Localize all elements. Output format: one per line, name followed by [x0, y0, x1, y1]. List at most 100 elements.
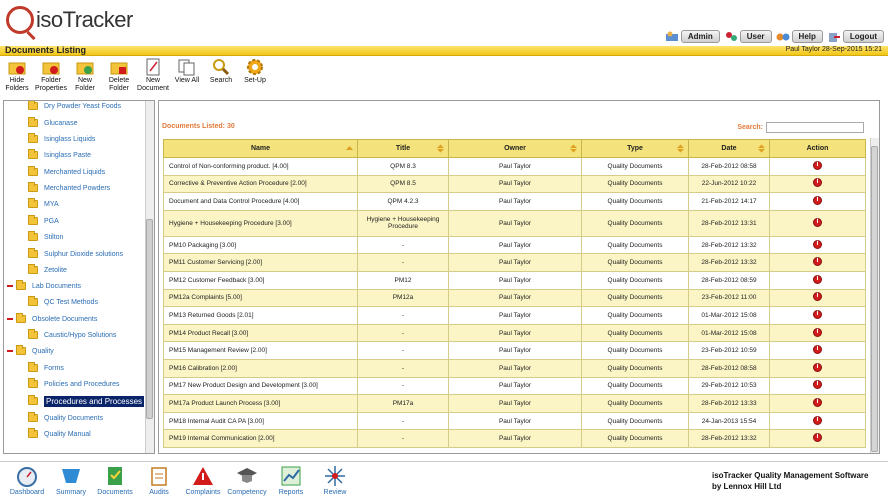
- table-row[interactable]: PM18 Internal Audit CA PA [3.00] - Paul Ta…: [163, 411, 866, 431]
- table-row[interactable]: Hygiene + Housekeeping Procedure [3.00] H…: [163, 209, 866, 237]
- nav-summary[interactable]: Summary: [52, 465, 90, 496]
- tree-item-quality-manual[interactable]: Quality Manual: [28, 427, 91, 441]
- info-action-icon[interactable]: [813, 217, 822, 227]
- logout-button[interactable]: Logout: [827, 30, 884, 43]
- help-button[interactable]: Help: [776, 30, 823, 43]
- table-row[interactable]: PM19 Internal Communication [2.00] - Paul …: [163, 429, 866, 448]
- info-action-icon[interactable]: [813, 257, 822, 267]
- table-row[interactable]: Document and Data Control Procedure [4.0…: [163, 192, 866, 211]
- tree-item-forms[interactable]: Forms: [28, 361, 64, 375]
- table-row[interactable]: PM11 Customer Servicing [2.00] - Paul Tayl…: [163, 253, 866, 272]
- nav-dashboard[interactable]: Dashboard: [8, 465, 46, 496]
- new-folder-button[interactable]: New Folder: [68, 58, 102, 100]
- cell-name[interactable]: PM19 Internal Communication [2.00]: [163, 429, 358, 448]
- cell-name[interactable]: Hygiene + Housekeeping Procedure [3.00]: [163, 209, 358, 237]
- tree-item-procedures-and-processes[interactable]: Procedures and Processes: [28, 394, 145, 408]
- tree-item-pga[interactable]: PGA: [28, 214, 59, 228]
- sidebar-scrollbar[interactable]: [145, 101, 154, 453]
- sidebar-scroll-thumb[interactable]: [146, 219, 153, 419]
- tree-item-stilton[interactable]: Stilton: [28, 230, 63, 244]
- info-action-icon[interactable]: [813, 397, 822, 407]
- cell-name[interactable]: Corrective & Preventive Action Procedure…: [163, 174, 358, 194]
- cell-name[interactable]: PM11 Customer Servicing [2.00]: [163, 253, 358, 272]
- table-row[interactable]: Corrective & Preventive Action Procedure…: [163, 174, 866, 194]
- tree-item-policies-and-procedures[interactable]: Policies and Procedures: [28, 377, 120, 391]
- info-action-icon[interactable]: [813, 239, 822, 249]
- info-action-icon[interactable]: [813, 274, 822, 284]
- info-action-icon[interactable]: [813, 415, 822, 425]
- cell-name[interactable]: PM13 Returned Goods [2.01]: [163, 306, 358, 325]
- tree-item-obsolete-documents[interactable]: Obsolete Documents: [7, 312, 97, 326]
- collapse-icon[interactable]: [7, 350, 13, 352]
- tree-item-sulphur-dioxide-solutions[interactable]: Sulphur Dioxide solutions: [28, 247, 123, 261]
- tree-item-zetolite[interactable]: Zetolite: [28, 263, 67, 277]
- cell-name[interactable]: Document and Data Control Procedure [4.0…: [163, 192, 358, 211]
- cell-name[interactable]: PM17 New Product Design and Development …: [163, 376, 358, 396]
- info-action-icon[interactable]: [813, 433, 822, 443]
- admin-button[interactable]: Admin: [665, 30, 720, 43]
- tree-item-merchanted-powders[interactable]: Merchanted Powders: [28, 181, 110, 195]
- search-button[interactable]: Search: [204, 58, 238, 100]
- info-action-icon[interactable]: [813, 309, 822, 319]
- info-action-icon[interactable]: [813, 178, 822, 188]
- info-action-icon[interactable]: [813, 292, 822, 302]
- cell-name[interactable]: PM12 Customer Feedback [3.00]: [163, 270, 358, 290]
- tree-item-merchanted-liquids[interactable]: Merchanted Liquids: [28, 165, 105, 179]
- nav-reports[interactable]: Reports: [272, 465, 310, 496]
- tree-item-quality-documents[interactable]: Quality Documents: [28, 411, 103, 425]
- tree-item-caustic-hypo-solutions[interactable]: Caustic/Hypo Solutions: [28, 328, 116, 342]
- cell-name[interactable]: PM15 Management Review [2.00]: [163, 341, 358, 360]
- table-row[interactable]: PM17a Product Launch Process [3.00] PM17a…: [163, 394, 866, 413]
- nav-complaints[interactable]: Complaints: [184, 465, 222, 496]
- info-action-icon[interactable]: [813, 195, 822, 205]
- column-header-owner[interactable]: Owner: [448, 139, 582, 158]
- cell-name[interactable]: PM17a Product Launch Process [3.00]: [163, 394, 358, 413]
- table-row[interactable]: PM12 Customer Feedback [3.00] PM12 Paul Ta…: [163, 270, 866, 290]
- tree-item-glucanase[interactable]: Glucanase: [28, 116, 77, 130]
- cell-name[interactable]: PM10 Packaging [3.00]: [163, 235, 358, 255]
- user-button[interactable]: User: [724, 30, 772, 43]
- table-scroll-thumb[interactable]: [871, 146, 878, 452]
- search-input[interactable]: [766, 122, 864, 133]
- hide-folders-button[interactable]: Hide Folders: [0, 58, 34, 100]
- table-scrollbar[interactable]: [870, 138, 879, 453]
- info-action-icon[interactable]: [813, 327, 822, 337]
- info-action-icon[interactable]: [813, 362, 822, 372]
- nav-documents[interactable]: Documents: [96, 465, 134, 496]
- tree-item-quality[interactable]: Quality: [7, 344, 54, 358]
- collapse-icon[interactable]: [7, 318, 13, 320]
- table-row[interactable]: PM16 Calibration [2.00] - Paul Taylor Quali…: [163, 358, 866, 378]
- table-row[interactable]: PM15 Management Review [2.00] - Paul Taylo…: [163, 341, 866, 360]
- table-row[interactable]: PM17 New Product Design and Development …: [163, 376, 866, 396]
- cell-name[interactable]: PM16 Calibration [2.00]: [163, 358, 358, 378]
- table-row[interactable]: PM12a Complaints [5.00] PM12a Paul Taylor Q…: [163, 288, 866, 308]
- view-all-button[interactable]: View All: [170, 58, 204, 100]
- tree-item-dry-powder-yeast-foods[interactable]: Dry Powder Yeast Foods: [28, 101, 121, 113]
- column-header-type[interactable]: Type: [581, 139, 689, 158]
- tree-item-mya[interactable]: MYA: [28, 197, 59, 211]
- info-action-icon[interactable]: [813, 345, 822, 355]
- table-row[interactable]: Control of Non-conforming product. [4.00…: [163, 157, 866, 176]
- table-row[interactable]: PM10 Packaging [3.00] - Paul Taylor Quality…: [163, 235, 866, 255]
- new-document-button[interactable]: New Document: [136, 58, 170, 100]
- collapse-icon[interactable]: [7, 285, 13, 287]
- tree-item-lab-documents[interactable]: Lab Documents: [7, 279, 81, 293]
- delete-folder-button[interactable]: Delete Folder: [102, 58, 136, 100]
- table-row[interactable]: PM13 Returned Goods [2.01] - Paul Taylor Qu…: [163, 306, 866, 325]
- tree-item-qc-test-methods[interactable]: QC Test Methods: [28, 295, 98, 309]
- cell-name[interactable]: PM14 Product Recall [3.00]: [163, 323, 358, 343]
- folder-properties-button[interactable]: Folder Properties: [34, 58, 68, 100]
- tree-item-isinglass-paste[interactable]: Isinglass Paste: [28, 148, 91, 162]
- nav-review[interactable]: Review: [316, 465, 354, 496]
- column-header-title[interactable]: Title: [357, 139, 449, 158]
- cell-name[interactable]: PM18 Internal Audit CA PA [3.00]: [163, 411, 358, 431]
- cell-name[interactable]: Control of Non-conforming product. [4.00…: [163, 157, 358, 176]
- table-row[interactable]: PM14 Product Recall [3.00] - Paul Taylor Qu…: [163, 323, 866, 343]
- setup-button[interactable]: Set-Up: [238, 58, 272, 100]
- nav-competency[interactable]: Competency: [227, 465, 267, 496]
- nav-audits[interactable]: Audits: [140, 465, 178, 496]
- tree-item-isinglass-liquids[interactable]: Isinglass Liquids: [28, 132, 95, 146]
- info-action-icon[interactable]: [813, 160, 822, 170]
- column-header-date[interactable]: Date: [688, 139, 770, 158]
- info-action-icon[interactable]: [813, 380, 822, 390]
